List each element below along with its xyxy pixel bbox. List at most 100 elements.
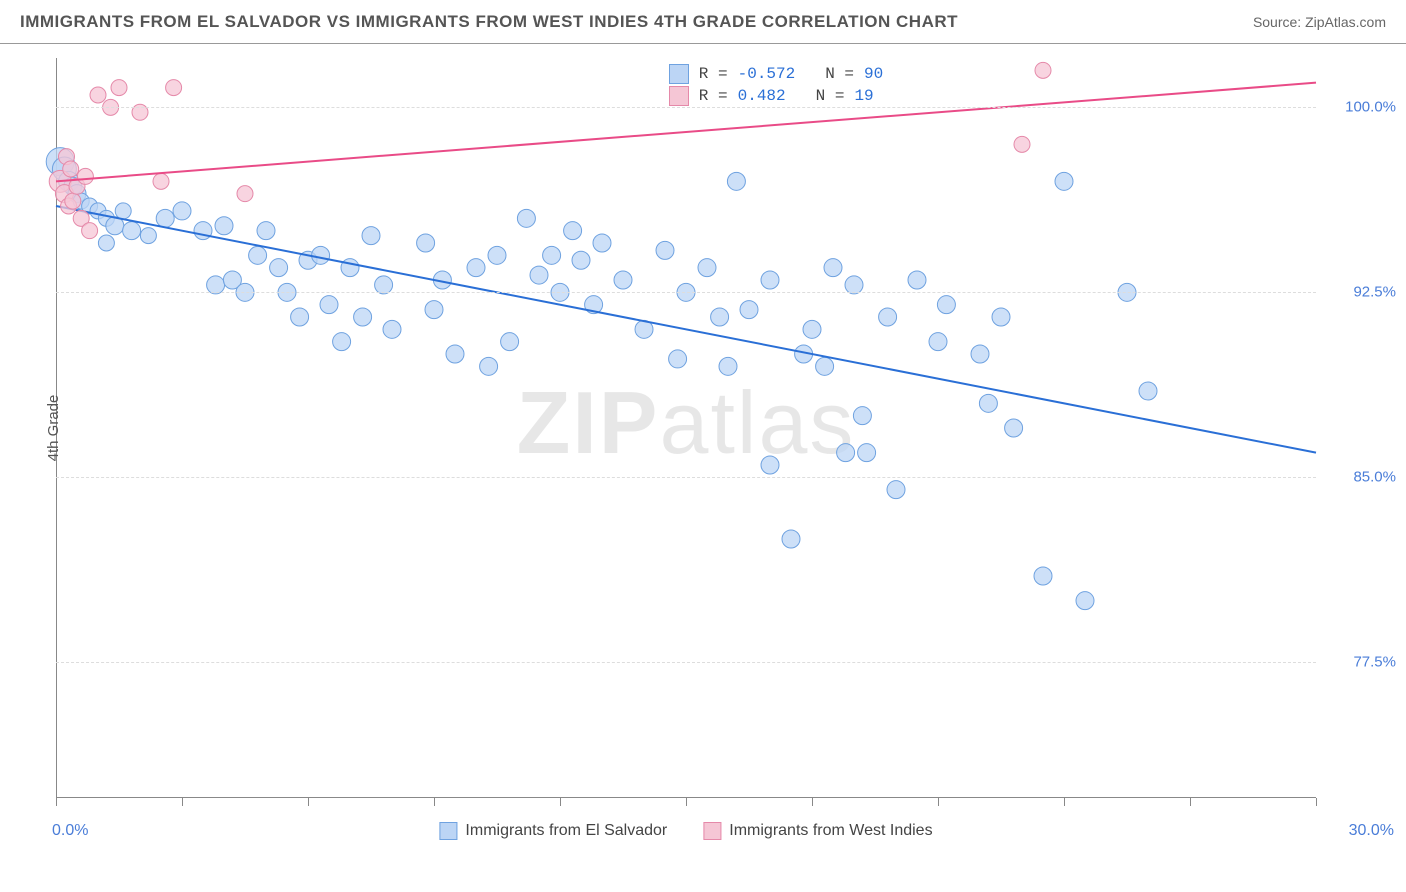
data-point xyxy=(166,80,182,96)
data-point xyxy=(669,350,687,368)
data-point xyxy=(207,276,225,294)
data-point xyxy=(480,357,498,375)
legend-swatch-1 xyxy=(703,822,721,840)
data-point xyxy=(816,357,834,375)
data-point xyxy=(719,357,737,375)
data-point xyxy=(530,266,548,284)
data-point xyxy=(140,228,156,244)
data-point xyxy=(1139,382,1157,400)
data-point xyxy=(257,222,275,240)
data-point xyxy=(572,251,590,269)
data-point xyxy=(215,217,233,235)
data-point xyxy=(614,271,632,289)
y-tick-label: 77.5% xyxy=(1326,654,1396,671)
data-point xyxy=(543,246,561,264)
data-point xyxy=(656,241,674,259)
stats-r-label-1: R = xyxy=(699,87,728,105)
data-point xyxy=(82,223,98,239)
data-point xyxy=(879,308,897,326)
x-tick xyxy=(56,798,57,806)
stats-n-val-0: 90 xyxy=(864,65,883,83)
stats-r-val-1: 0.482 xyxy=(738,87,786,105)
data-point xyxy=(77,168,93,184)
data-point xyxy=(63,161,79,177)
x-tick xyxy=(182,798,183,806)
data-point xyxy=(488,246,506,264)
data-point xyxy=(740,301,758,319)
y-tick-label: 85.0% xyxy=(1326,469,1396,486)
data-point xyxy=(467,259,485,277)
stats-n-val-1: 19 xyxy=(854,87,873,105)
legend-label-1: Immigrants from West Indies xyxy=(729,822,932,840)
legend-item-1: Immigrants from West Indies xyxy=(703,822,932,840)
data-point xyxy=(153,173,169,189)
data-point xyxy=(858,444,876,462)
data-point xyxy=(727,172,745,190)
data-point xyxy=(593,234,611,252)
stats-swatch-0 xyxy=(669,64,689,84)
chart-svg xyxy=(56,58,1316,798)
data-point xyxy=(979,394,997,412)
stats-row-0: R = -0.572 N = 90 xyxy=(669,64,883,84)
data-point xyxy=(782,530,800,548)
data-point xyxy=(1076,592,1094,610)
data-point xyxy=(173,202,191,220)
stats-n-label-1: N = xyxy=(816,87,845,105)
stats-n-label-0: N = xyxy=(825,65,854,83)
chart-title: IMMIGRANTS FROM EL SALVADOR VS IMMIGRANT… xyxy=(20,12,958,32)
data-point xyxy=(123,222,141,240)
plot-area: 4th Grade ZIPatlas R = -0.572 N = 90 R =… xyxy=(56,58,1316,798)
stats-legend: R = -0.572 N = 90 R = 0.482 N = 19 xyxy=(661,58,891,112)
gridline-h xyxy=(56,292,1316,293)
data-point xyxy=(929,333,947,351)
data-point xyxy=(711,308,729,326)
data-point xyxy=(845,276,863,294)
data-point xyxy=(517,209,535,227)
data-point xyxy=(1034,567,1052,585)
x-tick xyxy=(1316,798,1317,806)
data-point xyxy=(417,234,435,252)
trendline xyxy=(56,206,1316,453)
x-axis-max-label: 30.0% xyxy=(1349,822,1394,840)
data-point xyxy=(853,407,871,425)
gridline-h xyxy=(56,662,1316,663)
data-point xyxy=(312,246,330,264)
data-point xyxy=(1055,172,1073,190)
data-point xyxy=(249,246,267,264)
source-attribution: Source: ZipAtlas.com xyxy=(1253,14,1386,30)
data-point xyxy=(908,271,926,289)
x-tick xyxy=(1064,798,1065,806)
data-point xyxy=(333,333,351,351)
title-bar: IMMIGRANTS FROM EL SALVADOR VS IMMIGRANT… xyxy=(0,0,1406,44)
data-point xyxy=(887,481,905,499)
stats-row-1: R = 0.482 N = 19 xyxy=(669,86,883,106)
data-point xyxy=(446,345,464,363)
gridline-h xyxy=(56,107,1316,108)
data-point xyxy=(761,271,779,289)
data-point xyxy=(803,320,821,338)
data-point xyxy=(564,222,582,240)
x-tick xyxy=(434,798,435,806)
y-tick-label: 100.0% xyxy=(1326,99,1396,116)
data-point xyxy=(992,308,1010,326)
x-tick xyxy=(686,798,687,806)
data-point xyxy=(761,456,779,474)
x-tick xyxy=(938,798,939,806)
x-tick xyxy=(812,798,813,806)
data-point xyxy=(501,333,519,351)
data-point xyxy=(375,276,393,294)
x-tick xyxy=(560,798,561,806)
data-point xyxy=(320,296,338,314)
x-axis-min-label: 0.0% xyxy=(52,822,88,840)
legend-label-0: Immigrants from El Salvador xyxy=(465,822,667,840)
legend-swatch-0 xyxy=(439,822,457,840)
data-point xyxy=(156,209,174,227)
data-point xyxy=(237,186,253,202)
data-point xyxy=(937,296,955,314)
gridline-h xyxy=(56,477,1316,478)
data-point xyxy=(270,259,288,277)
data-point xyxy=(383,320,401,338)
data-point xyxy=(971,345,989,363)
series-legend: Immigrants from El Salvador Immigrants f… xyxy=(439,822,932,840)
data-point xyxy=(698,259,716,277)
